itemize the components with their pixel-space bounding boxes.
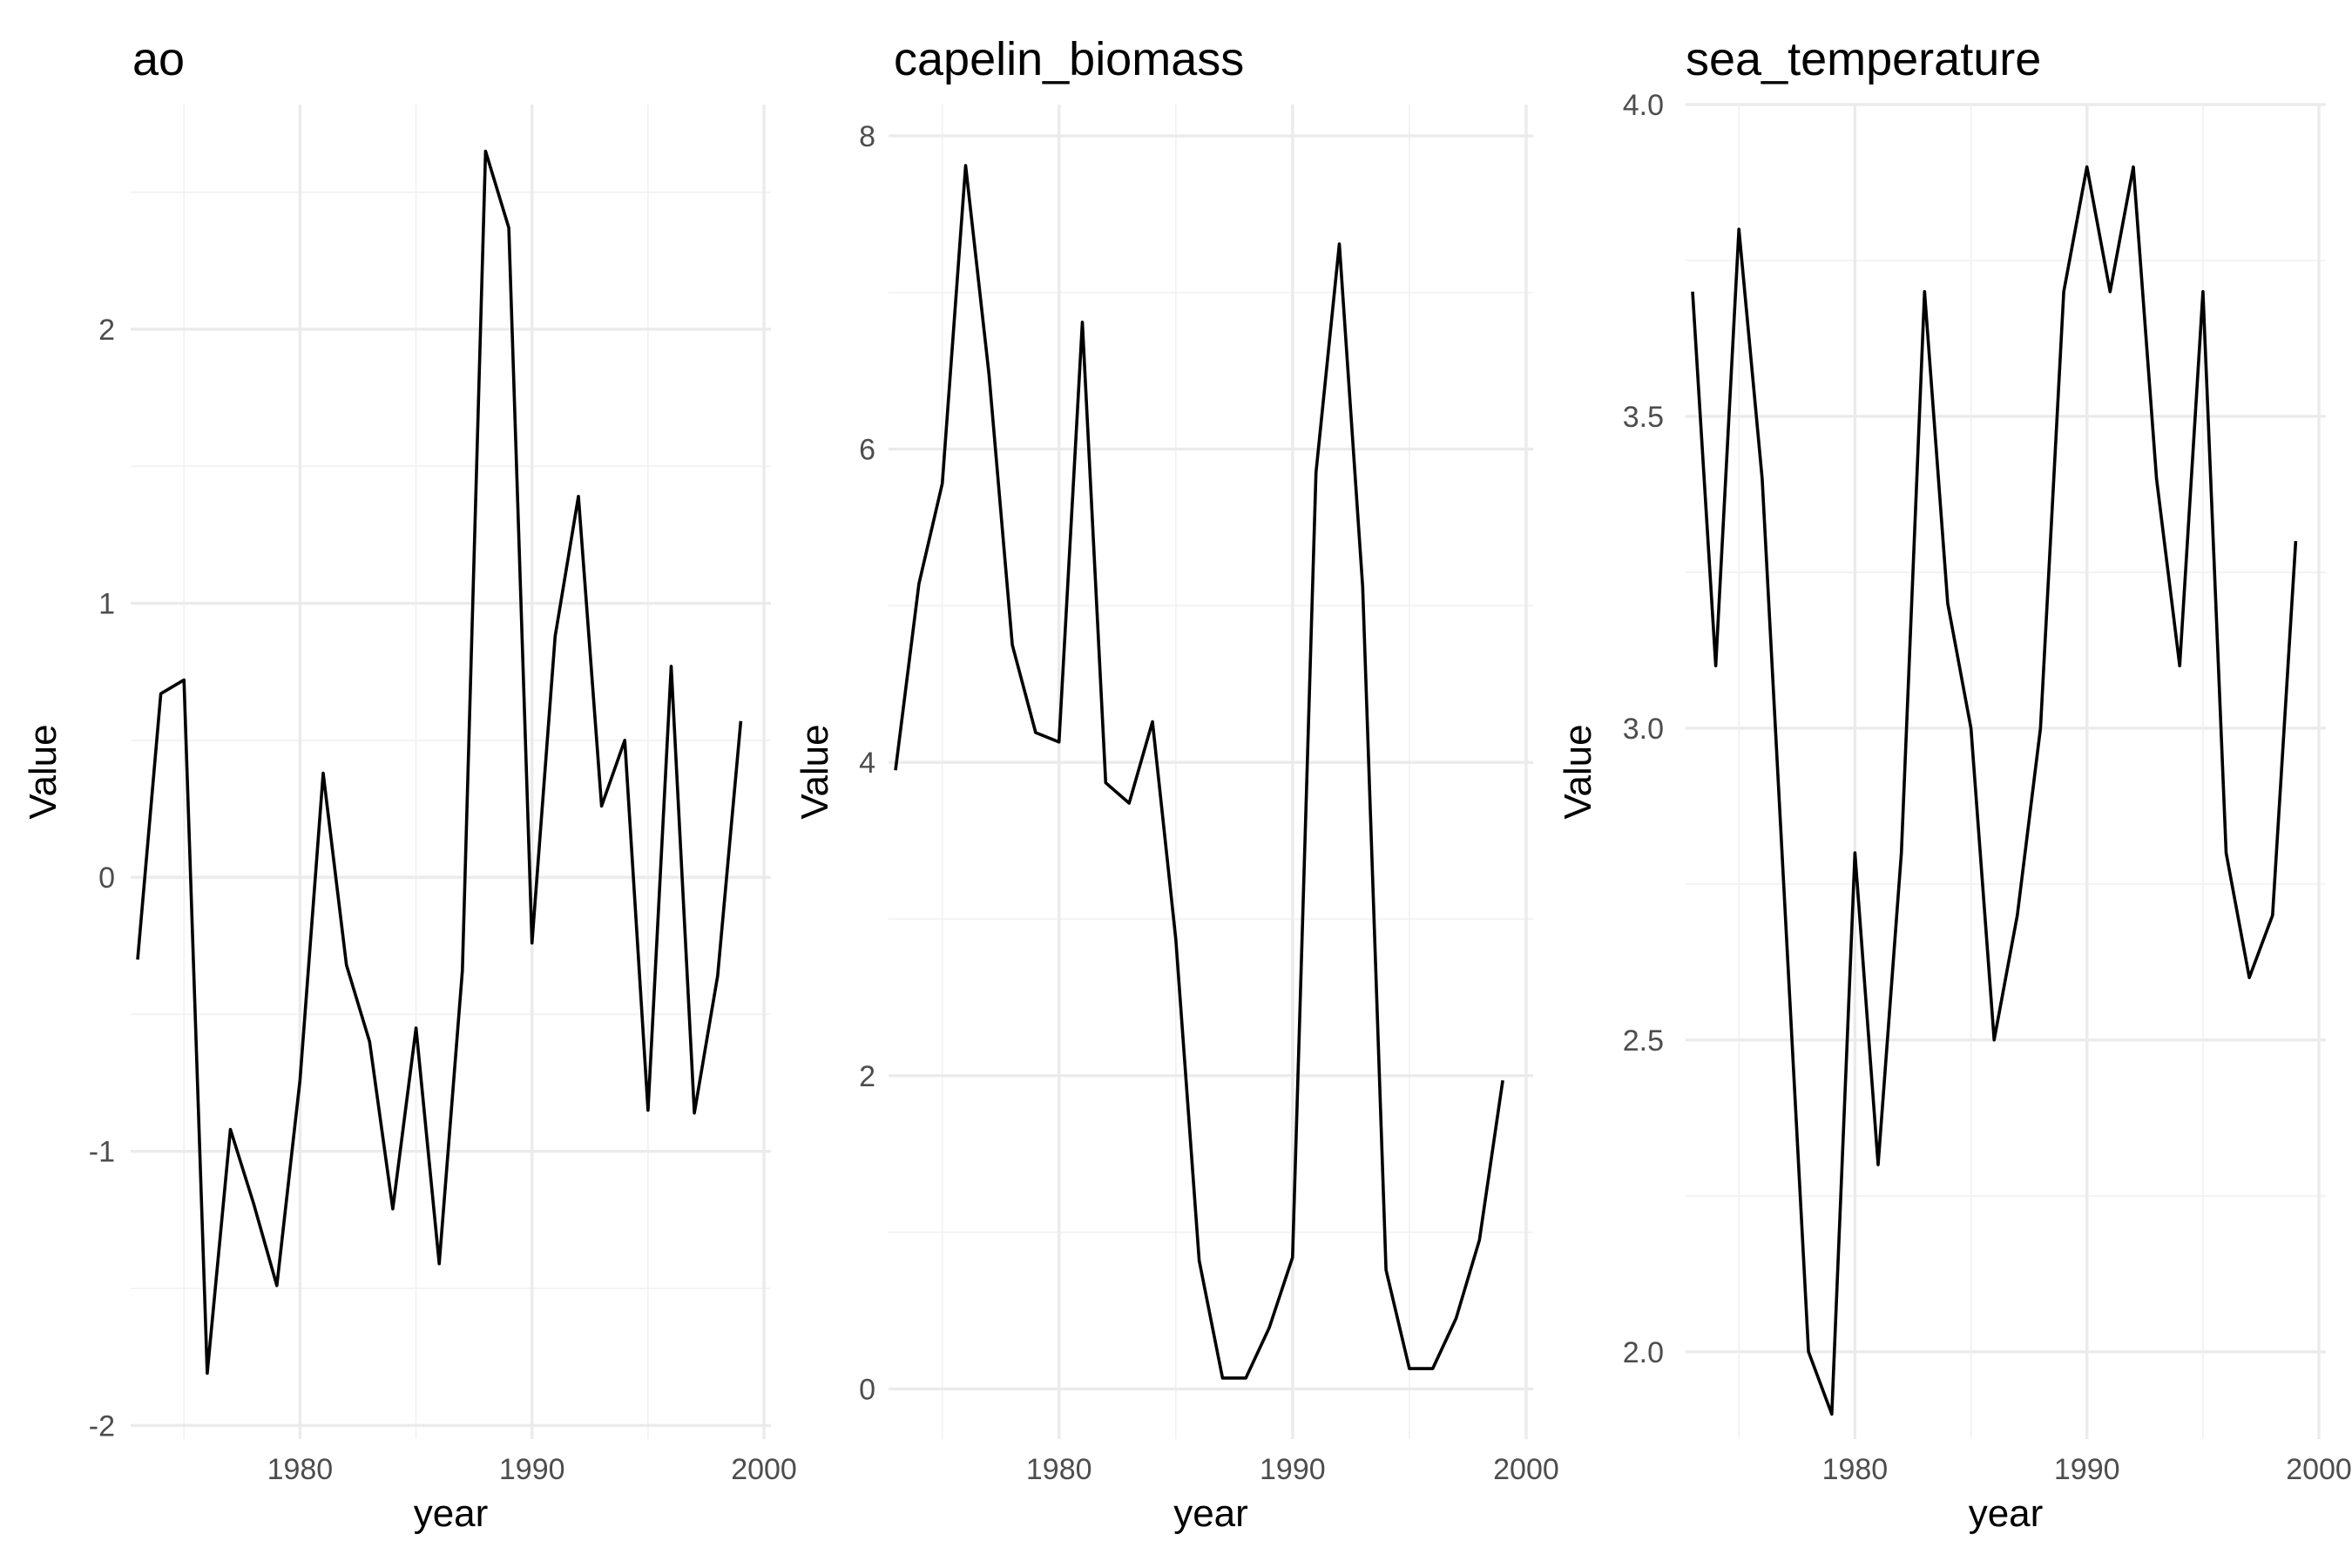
x-tick-label: 1980 (267, 1453, 334, 1486)
y-tick-label: 6 (859, 434, 875, 467)
panel-title: capelin_biomass (894, 33, 1244, 85)
y-tick-label: 0 (859, 1373, 875, 1406)
x-axis-title: year (1969, 1492, 2044, 1535)
panel-title: ao (132, 33, 185, 85)
y-tick-label: 4 (859, 747, 875, 780)
x-axis-title: year (414, 1492, 489, 1535)
x-tick-label: 1990 (2054, 1453, 2120, 1486)
y-tick-label: -2 (89, 1409, 115, 1443)
y-tick-label: 0 (98, 862, 115, 895)
x-tick-label: 2000 (1493, 1453, 1559, 1486)
y-tick-label: 2 (98, 314, 115, 347)
y-axis-title: Value (794, 724, 836, 819)
series-line-1 (136, 149, 743, 1375)
y-tick-label: 2.0 (1623, 1336, 1664, 1369)
y-tick-label: 2 (859, 1060, 875, 1093)
y-tick-label: 8 (859, 120, 875, 153)
chart-panel-3: 2.0 2.5 3.0 3.5 4.0 1980 1990 2000 sea_temperatu… (1557, 33, 2352, 1535)
y-tick-label: 2.5 (1623, 1024, 1664, 1058)
y-tick-label: 3.5 (1623, 401, 1664, 434)
panel-title: sea_temperature (1686, 33, 2041, 85)
x-tick-label: 1980 (1822, 1453, 1889, 1486)
series-line-1 (894, 164, 1504, 1380)
x-tick-label: 2000 (2286, 1453, 2352, 1486)
y-tick-label: 4.0 (1623, 89, 1664, 122)
y-axis-title: Value (1557, 724, 1599, 819)
x-tick-label: 2000 (731, 1453, 797, 1486)
y-tick-label: 1 (98, 588, 115, 621)
series-line-1 (1691, 165, 2298, 1416)
chart-panel-1: -2 -1 0 1 2 1980 1990 2000 ao year Value (22, 33, 797, 1535)
x-axis-title: year (1173, 1492, 1248, 1535)
y-tick-label: 3.0 (1623, 713, 1664, 746)
y-axis-title: Value (22, 724, 64, 819)
x-tick-label: 1990 (1260, 1453, 1326, 1486)
x-tick-label: 1980 (1026, 1453, 1092, 1486)
y-tick-label: -1 (89, 1136, 115, 1169)
x-tick-label: 1990 (499, 1453, 565, 1486)
